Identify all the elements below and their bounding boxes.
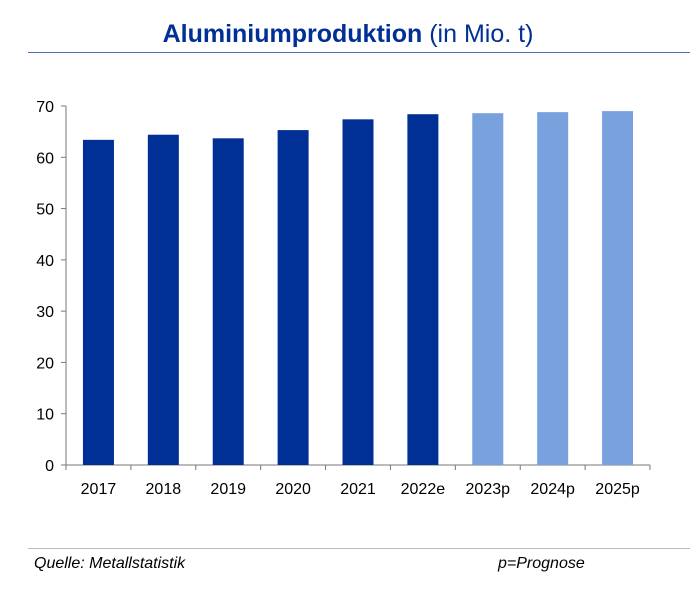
bar-2017 (82, 139, 114, 465)
y-tick-label: 0 (45, 458, 54, 475)
x-tick-label: 2025p (595, 481, 640, 498)
bar-2019 (212, 138, 244, 465)
x-tick-label: 2024p (530, 481, 575, 498)
y-tick-label: 60 (36, 150, 54, 167)
bar-2025p (602, 111, 634, 465)
y-tick-label: 50 (36, 202, 54, 219)
x-tick-label: 2020 (275, 481, 311, 498)
y-tick-label: 40 (36, 253, 54, 270)
bar-2023p (472, 113, 504, 466)
source-note: Quelle: Metallstatistik (34, 555, 186, 572)
chart-title: Aluminiumproduktion (in Mio. t) (0, 20, 696, 49)
title-divider (28, 52, 690, 53)
forecast-note: p=Prognose (498, 555, 585, 572)
y-tick-label: 10 (36, 407, 54, 424)
y-tick-label: 20 (36, 355, 54, 372)
x-tick-label: 2022e (401, 481, 446, 498)
bar-2024p (537, 112, 569, 465)
x-tick-label: 2023p (466, 481, 511, 498)
x-tick-label: 2017 (81, 481, 117, 498)
bar-2018 (147, 134, 179, 465)
bar-2021 (342, 119, 374, 465)
y-tick-label: 70 (36, 99, 54, 116)
x-tick-label: 2019 (210, 481, 246, 498)
title-main: Aluminiumproduktion (162, 20, 423, 48)
bar-2020 (277, 130, 309, 465)
title-unit: (in Mio. t) (429, 20, 534, 48)
y-tick-label: 30 (36, 304, 54, 321)
x-tick-label: 2018 (146, 481, 182, 498)
bar-2022e (407, 114, 439, 465)
x-tick-label: 2021 (340, 481, 376, 498)
footer-divider (28, 548, 690, 549)
